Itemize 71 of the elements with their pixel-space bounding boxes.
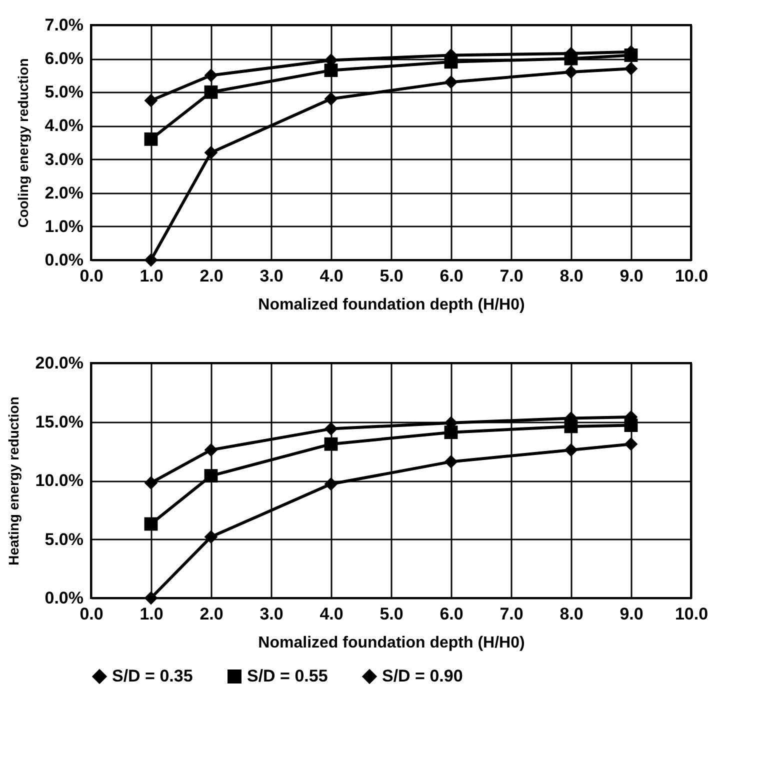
x-tick-label: 4.0 <box>320 604 344 624</box>
point <box>144 94 158 108</box>
point <box>324 437 338 451</box>
y-axis-title: Heating energy reduction <box>5 396 22 566</box>
point <box>624 62 638 76</box>
point <box>324 92 338 106</box>
point <box>324 64 338 78</box>
x-tick-label: 6.0 <box>440 604 464 624</box>
x-tick-label: 0.0 <box>80 266 104 286</box>
x-tick-label: 8.0 <box>560 604 584 624</box>
y-tick-label: 15.0% <box>35 412 84 432</box>
x-tick-label: 5.0 <box>380 266 404 286</box>
x-tick-label: 10.0 <box>674 266 708 286</box>
y-tick-label: 1.0% <box>44 216 84 236</box>
y-tick-label: 2.0% <box>44 183 84 202</box>
point <box>204 146 218 160</box>
legend-label: S/D = 0.90 <box>382 666 463 686</box>
point <box>444 426 458 440</box>
x-tick-label: 3.0 <box>260 604 284 624</box>
legend-label: S/D = 0.55 <box>247 666 328 686</box>
y-tick-label: 4.0% <box>44 116 84 136</box>
point <box>144 591 158 605</box>
y-tick-label: 20.0% <box>35 354 84 372</box>
x-tick-label: 8.0 <box>560 266 584 286</box>
y-axis-title: Cooling energy reduction <box>14 58 31 228</box>
y-tick-label: 0.0% <box>44 250 84 270</box>
point <box>624 48 638 62</box>
point <box>324 477 338 491</box>
x-tick-label: 5.0 <box>380 604 404 624</box>
y-tick-label: 0.0% <box>44 588 84 608</box>
point <box>144 253 158 267</box>
x-tick-label: 10.0 <box>674 604 708 624</box>
point <box>144 476 158 490</box>
y-tick-label: 5.0% <box>44 82 84 102</box>
y-tick-label: 6.0% <box>44 49 84 68</box>
x-axis-title: Nomalized foundation depth (H/H0) <box>258 296 525 314</box>
point <box>564 420 578 434</box>
point <box>624 437 638 451</box>
y-tick-label: 5.0% <box>44 530 84 549</box>
point <box>204 68 218 82</box>
point <box>564 65 578 79</box>
x-tick-label: 2.0 <box>200 604 224 624</box>
y-tick-label: 3.0% <box>44 150 84 169</box>
x-axis-title: Nomalized foundation depth (H/H0) <box>258 634 525 652</box>
point <box>204 469 218 483</box>
x-tick-label: 0.0 <box>80 604 104 624</box>
point <box>624 418 638 432</box>
x-tick-label: 3.0 <box>260 266 284 286</box>
x-tick-label: 1.0 <box>140 604 164 624</box>
x-tick-label: 6.0 <box>440 266 464 286</box>
x-tick-label: 9.0 <box>620 604 644 624</box>
point <box>324 422 338 436</box>
point <box>144 132 158 146</box>
point <box>144 517 158 531</box>
x-tick-label: 2.0 <box>200 266 224 286</box>
x-tick-label: 7.0 <box>500 266 524 286</box>
point <box>444 75 458 89</box>
x-tick-label: 1.0 <box>140 266 164 286</box>
legend-label: S/D = 0.35 <box>112 666 193 686</box>
point <box>204 443 218 457</box>
point <box>204 85 218 99</box>
point <box>444 55 458 69</box>
x-tick-label: 9.0 <box>620 266 644 286</box>
x-tick-label: 4.0 <box>320 266 344 286</box>
point <box>564 443 578 457</box>
y-tick-label: 7.0% <box>44 16 84 34</box>
point <box>204 530 218 544</box>
y-tick-label: 10.0% <box>35 471 84 490</box>
point <box>564 52 578 66</box>
x-tick-label: 7.0 <box>500 604 524 624</box>
point <box>444 454 458 468</box>
